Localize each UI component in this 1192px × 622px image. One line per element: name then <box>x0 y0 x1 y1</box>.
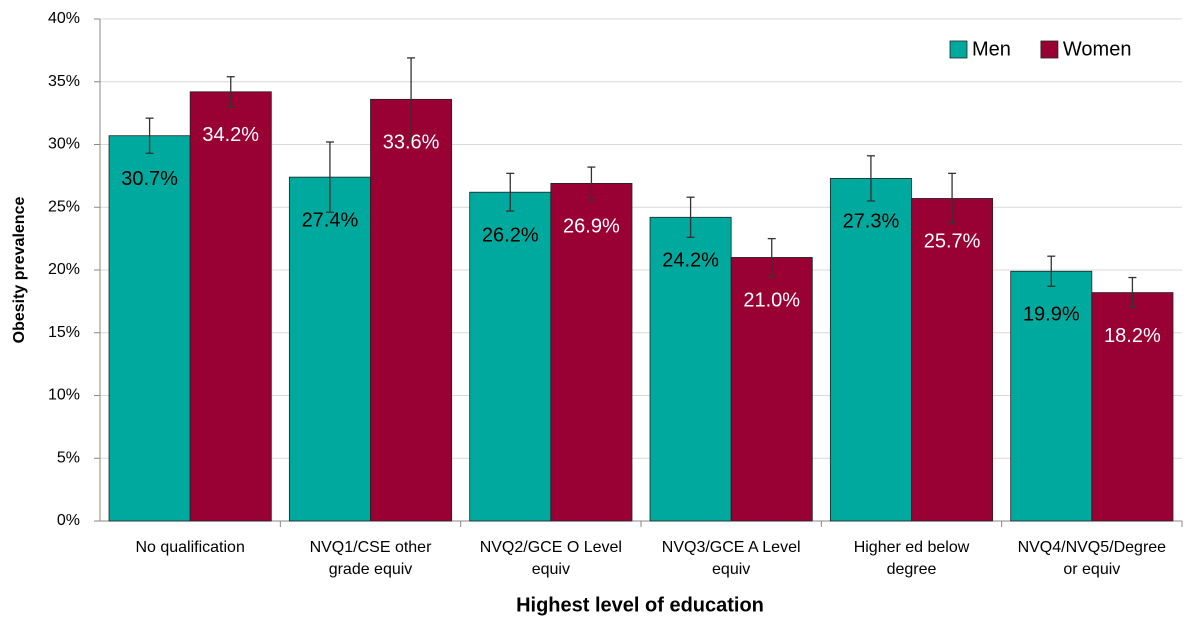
data-label: 26.2% <box>482 224 539 246</box>
x-tick-label: No qualification <box>135 539 245 556</box>
bar <box>730 257 813 522</box>
x-tick-label: NVQ2/GCE O Level equiv <box>479 539 622 578</box>
bar <box>911 198 994 522</box>
data-label: 27.4% <box>302 209 359 231</box>
legend-label: Women <box>1063 38 1132 60</box>
y-tick-label: 25% <box>48 198 80 215</box>
y-tick-label: 40% <box>48 10 80 27</box>
y-tick-label: 0% <box>57 512 80 529</box>
x-tick-label: NVQ3/GCE A Level equiv <box>661 539 801 578</box>
y-axis-title: Obesity prevalence <box>11 197 28 344</box>
y-tick-label: 35% <box>48 73 80 90</box>
bar <box>1091 292 1174 522</box>
data-label: 21.0% <box>743 290 800 312</box>
bar <box>649 216 732 522</box>
legend-swatch <box>949 40 968 59</box>
y-tick-label: 5% <box>57 449 80 466</box>
y-tick-label: 10% <box>48 387 80 404</box>
bar <box>189 91 272 522</box>
legend-label: Men <box>972 38 1011 60</box>
bar <box>469 191 552 522</box>
x-tick-label: Higher ed below degree <box>853 539 970 578</box>
y-tick-label: 20% <box>48 261 80 278</box>
data-label: 27.3% <box>843 211 900 233</box>
legend-swatch <box>1040 40 1059 59</box>
data-label: 34.2% <box>202 124 259 146</box>
y-tick-label: 30% <box>48 136 80 153</box>
data-label: 24.2% <box>662 250 719 272</box>
data-label: 25.7% <box>924 231 981 253</box>
bar <box>370 98 453 522</box>
data-label: 18.2% <box>1104 325 1161 347</box>
bar <box>1010 270 1093 522</box>
data-label: 19.9% <box>1023 304 1080 326</box>
x-tick-label: NVQ1/CSE other grade equiv <box>309 539 432 578</box>
data-label: 33.6% <box>383 132 440 154</box>
bar <box>108 135 191 522</box>
data-label: 26.9% <box>563 216 620 238</box>
y-tick-label: 15% <box>48 324 80 341</box>
data-label: 30.7% <box>121 168 178 190</box>
x-axis-title: Highest level of education <box>516 594 764 616</box>
x-tick-label: NVQ4/NVQ5/Degree or equiv <box>1017 539 1167 578</box>
bar <box>288 176 371 522</box>
